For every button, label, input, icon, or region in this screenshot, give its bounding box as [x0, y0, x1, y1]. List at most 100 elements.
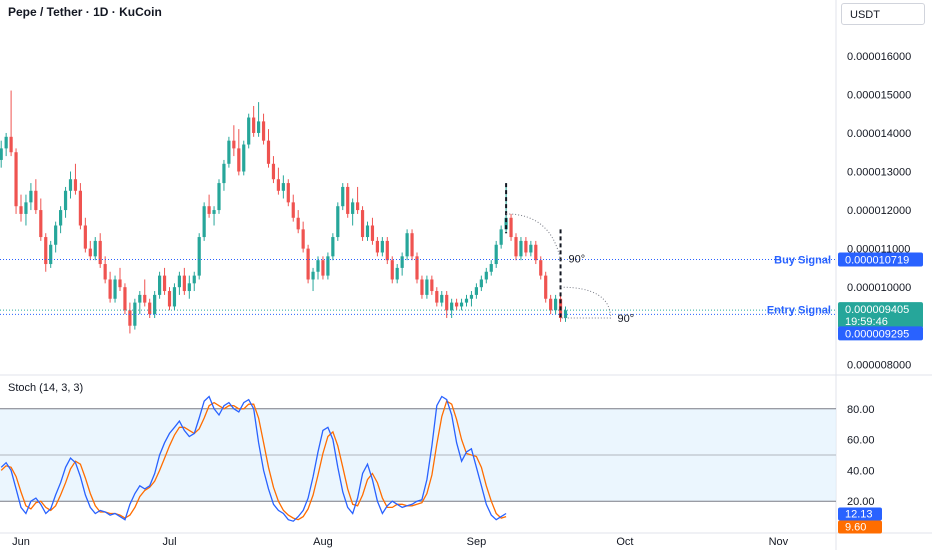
candle-body [435, 291, 439, 303]
candle-body [529, 244, 533, 253]
candle-body [202, 206, 206, 238]
time-tick-label: Nov [769, 536, 789, 548]
candle-body [395, 267, 399, 280]
price-tick-label: 0.000012000 [847, 205, 911, 217]
candle-body [68, 179, 73, 191]
candle-body [306, 248, 310, 280]
price-axis[interactable]: 0.000016000 0.000015000 0.000014000 0.00001… [838, 51, 923, 534]
angle-arc-1 [506, 213, 562, 261]
candle-body [410, 233, 414, 257]
price-tick-label: 0.000010000 [847, 282, 911, 294]
candle-body [450, 302, 454, 311]
candle-body [509, 217, 513, 238]
candle-body [187, 283, 191, 292]
candlestick-series [0, 90, 568, 334]
candle-body [29, 190, 33, 203]
stoch-tick-label: 20.00 [847, 496, 875, 508]
candle-body [524, 240, 528, 253]
entry-price-tag-text: 0.000009295 [845, 328, 909, 340]
stoch-tick-label: 40.00 [847, 465, 875, 477]
candle-body [455, 302, 459, 307]
candle-body [217, 183, 221, 211]
entry-signal-label: Entry Signal [767, 304, 831, 316]
candle-body [380, 240, 384, 253]
buy-signal-label: Buy Signal [774, 254, 831, 266]
candle-body [182, 275, 186, 292]
candle-body [321, 260, 325, 276]
candle-body [49, 244, 53, 265]
stoch-k-tag [838, 507, 882, 521]
price-tick-label: 0.000013000 [847, 167, 911, 179]
candle-body [336, 206, 340, 238]
candle-body [440, 294, 444, 303]
candle-body [499, 229, 503, 245]
candle-body [167, 291, 172, 307]
candle-body [385, 240, 389, 261]
candle-body [133, 302, 137, 326]
candle-body [83, 225, 87, 249]
candle-body [261, 121, 266, 141]
candle-body [539, 260, 543, 276]
candle-body [232, 140, 236, 149]
candle-body [331, 237, 335, 257]
candle-body [316, 260, 320, 272]
candle-body [341, 186, 345, 207]
last-price-tag-text: 19:59:46 [845, 316, 888, 328]
candle-body [430, 279, 434, 292]
candle-body [108, 279, 112, 299]
candle-body [242, 144, 246, 172]
candle-body [281, 183, 285, 191]
candle-body [271, 163, 276, 180]
candle-body [291, 202, 295, 218]
candle-body [113, 279, 117, 299]
candle-body [544, 275, 548, 299]
candle-body [212, 210, 216, 214]
candle-body [425, 279, 429, 295]
candle-body [88, 248, 92, 257]
candle-body [504, 217, 508, 230]
candle-body [266, 140, 271, 164]
candle-body [148, 302, 152, 315]
candle-body [78, 190, 82, 226]
candle-body [128, 310, 132, 326]
stoch-d-tag [838, 520, 882, 534]
candle-body [534, 244, 538, 261]
candle-body [73, 179, 78, 191]
candle-body [9, 136, 13, 153]
candle-body [390, 260, 394, 280]
buy-price-tag-text: 0.000010719 [845, 254, 909, 266]
time-tick-label: Sep [467, 536, 487, 548]
candle-body [494, 244, 498, 265]
entry-price-tag-bg [838, 326, 923, 341]
candle-body [296, 217, 300, 230]
stochastic-pane [0, 395, 836, 522]
currency-selector[interactable]: USDT [841, 3, 925, 25]
candle-body [326, 256, 330, 276]
candle-body [63, 190, 68, 211]
angle-label-2: 90° [618, 313, 635, 325]
stoch-tick-label: 80.00 [847, 404, 875, 416]
candle-body [346, 186, 350, 214]
candle-body [276, 179, 280, 191]
chart-title: Pepe / Tether · 1D · KuCoin [8, 5, 162, 19]
candle-body [252, 117, 256, 133]
candle-body [360, 210, 365, 238]
candle-body [98, 240, 102, 265]
candle-body [237, 148, 241, 172]
candle-body [207, 206, 211, 214]
candle-body [464, 298, 469, 303]
time-tick-label: Oct [616, 536, 633, 548]
candle-body [172, 287, 177, 307]
candle-body [227, 140, 231, 164]
candle-body [103, 264, 107, 280]
time-axis[interactable]: Jun Jul Aug Sep Oct Nov [12, 536, 789, 548]
candle-body [370, 225, 375, 241]
candle-body [158, 275, 162, 295]
candle-body [192, 275, 196, 284]
candle-body [4, 136, 8, 149]
stoch-k-line [0, 395, 507, 522]
candle-body [143, 294, 147, 303]
stoch-indicator-title[interactable]: Stoch (14, 3, 3) [8, 382, 84, 394]
price-tick-label: 0.000014000 [847, 128, 911, 140]
candle-body [54, 225, 58, 245]
